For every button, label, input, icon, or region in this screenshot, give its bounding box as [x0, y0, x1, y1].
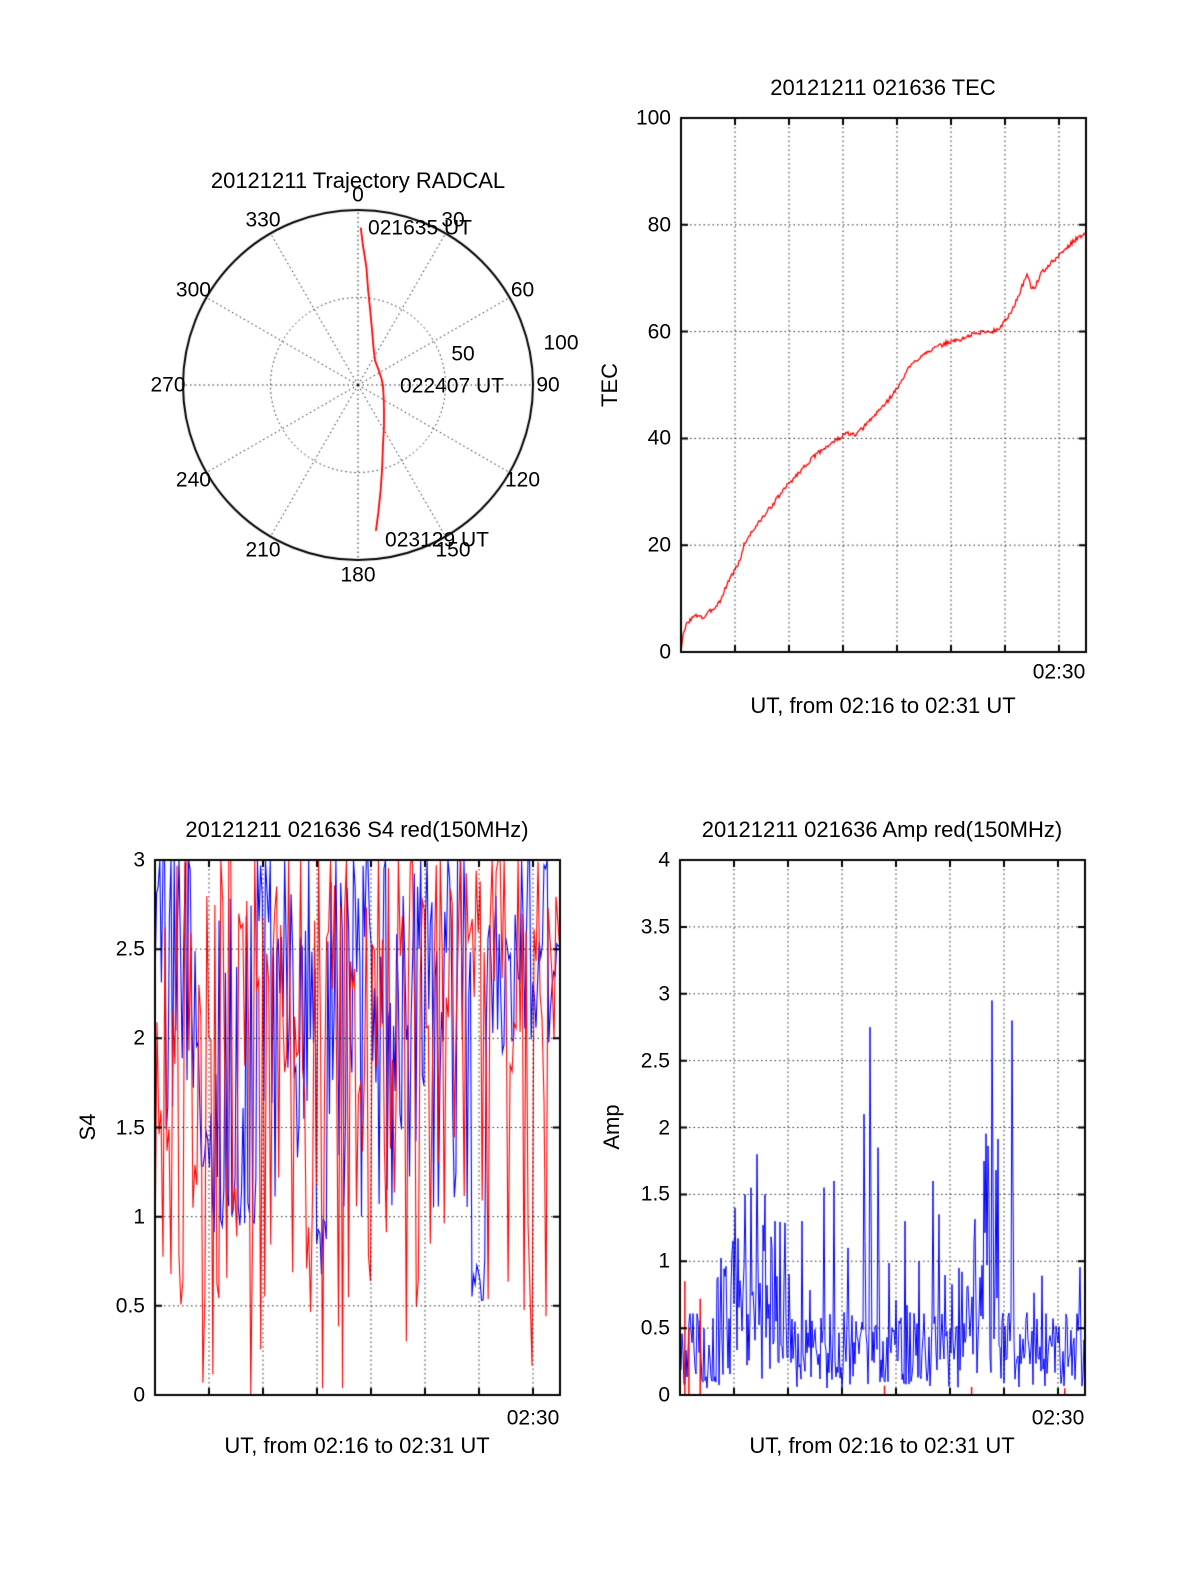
tec-y-tick-label: 100: [635, 106, 671, 130]
polar-azimuth-tick-label: 90: [536, 373, 560, 397]
amp-x-axis-label: UT, from 02:16 to 02:31 UT: [749, 1433, 1015, 1458]
polar-azimuth-tick-label: 30: [441, 208, 465, 232]
amp-y-tick-label: 0.5: [640, 1316, 670, 1340]
s4-chart-title: 20121211 021636 S4 red(150MHz): [185, 817, 529, 842]
amp-x-tick-label: 02:30: [1031, 1406, 1085, 1430]
s4-y-tick-label: 3: [133, 848, 145, 872]
polar-azimuth-tick-label: 0: [352, 183, 364, 207]
amp-y-tick-label: 4: [658, 848, 670, 872]
amp-y-tick-label: 2: [658, 1116, 670, 1139]
s4-y-tick-label: 0.5: [115, 1294, 145, 1318]
s4-x-tick-label: 02:30: [506, 1406, 560, 1430]
tec-y-tick-label: 60: [647, 320, 671, 344]
amp-chart-title: 20121211 021636 Amp red(150MHz): [701, 817, 1063, 842]
polar-azimuth-tick-label: 240: [175, 468, 211, 492]
tec-x-axis-label: UT, from 02:16 to 02:31 UT: [750, 693, 1016, 718]
tec-y-axis-label: TEC: [597, 363, 622, 407]
polar-annotation-start-time: 021635 UT: [368, 216, 472, 240]
tec-x-tick-label: 02:30: [1032, 660, 1086, 684]
amp-y-tick-label: 3.5: [640, 915, 670, 939]
amp-y-tick-label: 1: [658, 1249, 670, 1273]
polar-annotation-mid-time: 022407 UT: [400, 374, 504, 398]
polar-azimuth-tick-label: 270: [150, 373, 186, 397]
amp-y-tick-label: 3: [658, 982, 670, 1006]
polar-chart-title: 20121211 Trajectory RADCAL: [210, 168, 506, 193]
s4-y-tick-label: 1: [133, 1205, 145, 1229]
polar-azimuth-tick-label: 60: [510, 278, 535, 302]
amp-y-tick-label: 0: [658, 1383, 670, 1407]
polar-azimuth-tick-label: 330: [245, 208, 281, 232]
polar-azimuth-tick-label: 120: [505, 468, 541, 492]
tec-y-tick-label: 0: [659, 640, 671, 664]
polar-radial-tick-label: 100: [543, 331, 579, 355]
polar-azimuth-tick-label: 150: [435, 538, 471, 562]
tec-y-tick-label: 20: [647, 533, 671, 557]
polar-azimuth-tick-label: 180: [340, 563, 376, 587]
amp-y-tick-label: 2.5: [640, 1049, 670, 1073]
s4-y-tick-label: 2.5: [115, 937, 145, 961]
s4-y-axis-label: S4: [75, 1113, 100, 1141]
s4-y-tick-label: 0: [133, 1383, 145, 1407]
s4-y-tick-label: 2: [133, 1026, 145, 1050]
amp-y-tick-label: 1.5: [640, 1182, 670, 1206]
amp-y-axis-label: Amp: [599, 1104, 624, 1150]
tec-chart-title: 20121211 021636 TEC: [770, 75, 996, 100]
polar-radial-tick-label: 50: [451, 342, 475, 366]
polar-azimuth-tick-label: 210: [245, 538, 281, 562]
tec-y-tick-label: 40: [647, 426, 671, 450]
s4-y-tick-label: 1.5: [115, 1116, 145, 1139]
tec-y-tick-label: 80: [647, 213, 671, 237]
s4-x-axis-label: UT, from 02:16 to 02:31 UT: [224, 1433, 490, 1458]
polar-annotation-end-time: 023129 UT: [385, 528, 489, 552]
polar-azimuth-tick-label: 300: [175, 278, 211, 302]
